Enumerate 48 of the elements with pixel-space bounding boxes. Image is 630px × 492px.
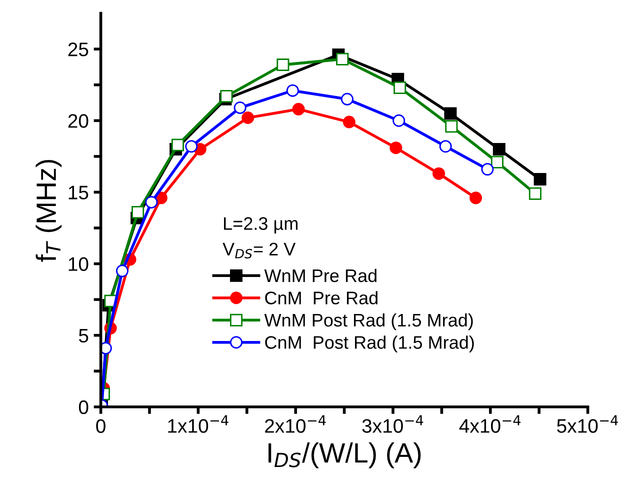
point xyxy=(234,102,246,114)
y-tick-label: 5 xyxy=(78,328,88,343)
y-tick-label: 25 xyxy=(68,42,88,56)
point xyxy=(444,107,457,120)
point xyxy=(445,120,458,133)
point xyxy=(481,163,494,176)
point xyxy=(145,196,158,208)
x-tick-label: 0 xyxy=(96,419,106,433)
point xyxy=(390,142,402,154)
legend-label: WnM Post Rad (1.5 Mrad) xyxy=(264,313,473,330)
annotation: L=2.3 µm xyxy=(224,217,298,234)
point xyxy=(100,342,112,354)
annotation: V$_{DS}$= 2 V xyxy=(222,242,296,258)
point xyxy=(534,173,546,186)
y-tick-label: 0 xyxy=(78,400,88,414)
y-tick-label: 15 xyxy=(68,186,88,200)
point xyxy=(470,192,482,204)
point xyxy=(432,167,446,180)
legend-label: CnM Post Rad (1.5 Mrad) xyxy=(265,336,474,352)
point xyxy=(116,264,128,278)
x-tick-label: 4x10$^{−4}$ xyxy=(459,415,521,433)
point xyxy=(342,116,356,128)
y-axis-title: f$_{T}$ (MHz) xyxy=(36,160,62,262)
x-tick-label: 2x10$^{−4}$ xyxy=(265,415,326,433)
legend-label: CnM Pre Rad xyxy=(265,291,378,304)
point xyxy=(394,81,406,94)
point xyxy=(276,58,290,72)
x-tick-label: 3x10$^{−4}$ xyxy=(362,415,424,433)
y-tick-label: 20 xyxy=(68,114,88,128)
point xyxy=(336,52,349,66)
point xyxy=(492,143,506,156)
point xyxy=(528,187,542,200)
point xyxy=(220,90,233,103)
point xyxy=(439,140,452,153)
point xyxy=(292,102,305,116)
y-tick-label: 10 xyxy=(68,257,88,271)
point xyxy=(340,92,354,106)
point xyxy=(132,206,144,218)
point xyxy=(242,112,254,124)
point xyxy=(490,156,504,168)
point xyxy=(185,140,198,153)
point xyxy=(286,84,299,97)
legend-label: WnM Pre Rad xyxy=(264,268,376,282)
point xyxy=(171,138,184,152)
x-tick-label: 5x10$^{−4}$ xyxy=(557,415,618,433)
point xyxy=(392,114,406,127)
x-tick-label: 1x10$^{−4}$ xyxy=(168,415,228,433)
x-axis-title: I$_{DS}$/(W/L) (A) xyxy=(268,442,421,468)
